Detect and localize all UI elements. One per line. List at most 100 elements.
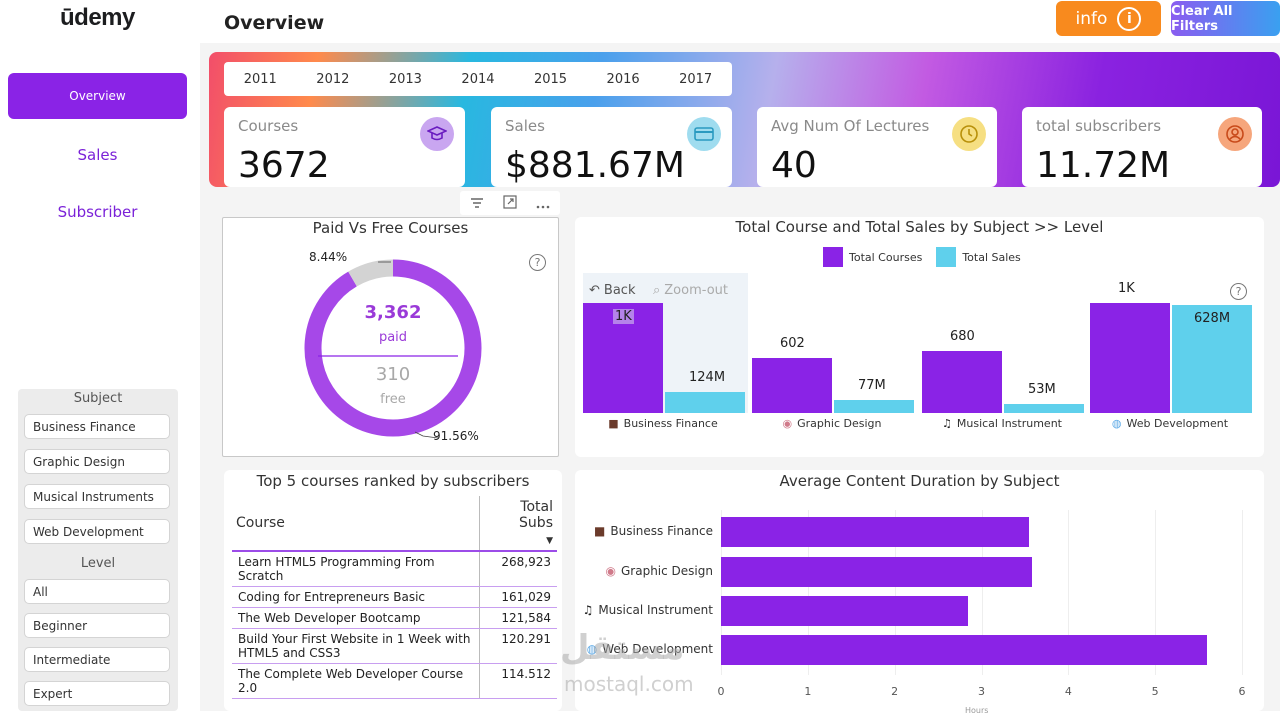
x-tick-label: 0 [717,685,725,698]
category-label: ◍ Web Development [1111,417,1229,430]
year-2013[interactable]: 2013 [388,71,422,87]
kpi-sales-label: Sales [505,117,545,135]
level-filter-title: Level [80,556,116,571]
duration-bar[interactable] [721,635,1208,665]
subject-musical-instruments[interactable]: Musical Instruments [24,484,170,509]
subject-business-finance[interactable]: Business Finance [24,414,170,439]
help-icon[interactable]: ? [529,254,546,271]
page-title: Overview [224,12,325,34]
kpi-subscribers-value: 11.72M [1036,145,1171,186]
zoom-out-icon: ⌕ [653,283,661,298]
table-title: Top 5 courses ranked by subscribers [256,472,530,490]
level-intermediate[interactable]: Intermediate [24,647,170,672]
kpi-lectures-value: 40 [771,145,817,186]
gridline [894,510,896,675]
nav-subscriber[interactable]: Subscriber [57,203,138,221]
bar-legend: Total Courses Total Sales [823,247,1021,267]
year-2014[interactable]: 2014 [461,71,495,87]
filter-icon[interactable] [470,194,484,213]
bar-total-sales[interactable] [834,399,914,413]
bar-total-courses[interactable] [752,357,832,413]
kpi-courses-card: Courses 3672 [224,107,465,187]
course-name: The Complete Web Developer Course 2.0 [232,663,479,699]
filter-panel: Subject Business Finance Graphic Design … [18,389,178,711]
data-label-courses: 602 [780,335,805,351]
table-row[interactable]: Coding for Entrepreneurs Basic 161,029 [232,586,557,608]
watermark-latin: mostaql.com [564,672,694,696]
sort-desc-icon: ▼ [546,536,553,546]
bar-total-sales[interactable] [1172,305,1252,413]
subject-web-development[interactable]: Web Development [24,519,170,544]
course-subs: 161,029 [478,586,557,608]
back-button[interactable]: ↶ Back [589,283,636,298]
duration-bar[interactable] [721,557,1032,587]
zoom-out-button[interactable]: ⌕ Zoom-out [653,283,728,298]
back-arrow-icon: ↶ [589,283,600,298]
category-label: ■ Business Finance [594,524,713,538]
col-course-header[interactable]: Course [232,496,479,552]
more-options-icon[interactable] [536,194,550,213]
udemy-logo: ūdemy [60,4,135,31]
table-row[interactable]: Learn HTML5 Programming From Scratch 268,… [232,551,557,587]
kpi-courses-value: 3672 [238,145,330,186]
bar-total-courses[interactable] [922,350,1002,413]
course-subs: 120.291 [478,628,557,664]
clock-icon [952,117,986,151]
year-2012[interactable]: 2012 [316,71,350,87]
table-row[interactable]: Build Your First Website in 1 Week with … [232,628,557,664]
info-button[interactable]: info i [1056,1,1161,36]
top-courses-card: Top 5 courses ranked by subscribers Cour… [224,470,562,711]
music-note-icon: ♫ [582,603,594,617]
nav-sales[interactable]: Sales [77,146,118,164]
table-row[interactable]: The Complete Web Developer Course 2.0 114… [232,663,557,699]
level-beginner[interactable]: Beginner [24,613,170,638]
bar-total-sales[interactable] [665,391,745,413]
category-label: ♫ Musical Instrument [942,417,1062,430]
clear-all-filters-button[interactable]: Clear All Filters [1171,1,1280,36]
bar-total-courses[interactable] [1090,303,1170,413]
level-all[interactable]: All [24,579,170,604]
bar-total-sales[interactable] [1004,403,1084,413]
course-name: Build Your First Website in 1 Week with … [232,628,479,664]
x-tick-label: 6 [1238,685,1246,698]
legend-total-sales: Total Sales [962,250,1021,264]
year-2017[interactable]: 2017 [679,71,713,87]
user-icon [1218,117,1252,151]
gridline [981,510,983,675]
kpi-subscribers-card: total subscribers 11.72M [1022,107,1262,187]
gridline [721,510,722,675]
data-label-courses: 1K [1118,281,1135,296]
category-label: ♫ Musical Instrument [582,603,713,617]
table-row[interactable]: The Web Developer Bootcamp 121,584 [232,607,557,629]
palette-icon: ◉ [782,417,793,430]
duration-bar[interactable] [721,517,1030,547]
category-label: ◉ Graphic Design [782,417,882,430]
donut-slice-paid[interactable] [304,259,482,437]
level-expert[interactable]: Expert [24,681,170,706]
music-note-icon: ♫ [942,417,952,430]
free-pct-label: 8.44% [309,250,348,264]
paid-vs-free-card[interactable]: Paid Vs Free Courses ? 3,362 paid 310 fr… [222,217,559,457]
gridline [1242,510,1243,675]
help-icon[interactable]: ? [1230,283,1247,300]
focus-mode-icon[interactable] [503,194,517,213]
legend-swatch-courses [823,247,843,267]
course-subs: 268,923 [478,551,557,587]
paid-leader-line [414,431,439,439]
credit-card-icon [687,117,721,151]
nav-overview[interactable]: Overview [8,73,187,119]
col-subs-header[interactable]: Total Subs ▼ [478,496,557,552]
course-name: The Web Developer Bootcamp [232,607,479,629]
year-2015[interactable]: 2015 [533,71,568,87]
course-subs: 114.512 [478,663,557,699]
gridline [807,510,809,675]
graduation-cap-icon [420,117,454,151]
subject-graphic-design[interactable]: Graphic Design [24,449,170,474]
donut-slice-free[interactable] [348,259,394,287]
free-count: 310 [375,364,411,385]
course-sales-bar-card: Total Course and Total Sales by Subject … [575,217,1264,457]
year-2016[interactable]: 2016 [606,71,640,87]
duration-bar[interactable] [721,596,969,626]
year-2011[interactable]: 2011 [243,71,277,87]
watermark-arabic: مستقل [560,628,685,668]
